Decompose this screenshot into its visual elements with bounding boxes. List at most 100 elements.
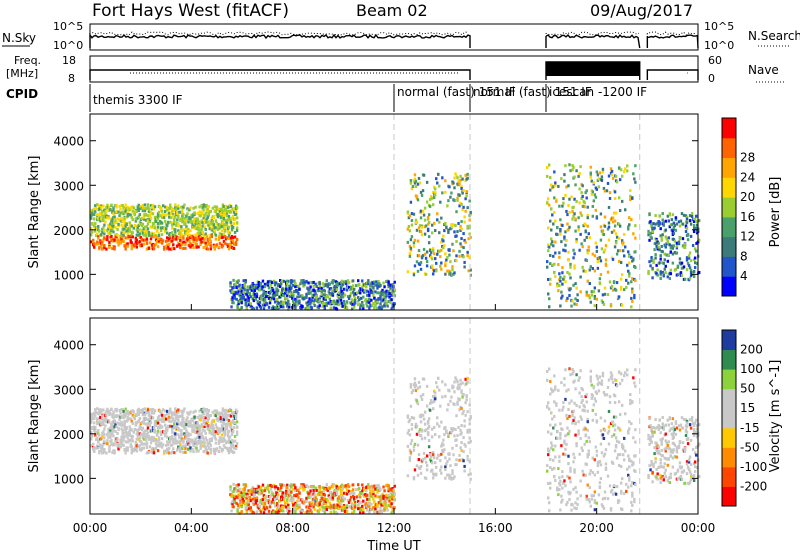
power-cell (649, 220, 652, 224)
power-cell (383, 285, 386, 289)
power-cell (187, 229, 190, 233)
power-cell (563, 275, 566, 279)
velocity-cell (243, 486, 246, 490)
power-cell (229, 236, 233, 240)
velocity-cell (189, 421, 192, 425)
power-cell (599, 273, 603, 277)
velocity-cell (260, 502, 264, 506)
power-cell (335, 307, 339, 311)
power-cell (337, 303, 341, 307)
power-cell (608, 196, 612, 200)
power-cell (117, 222, 120, 226)
velocity-cell (224, 408, 228, 412)
velocity-cell (301, 498, 304, 502)
velocity-cell (132, 430, 135, 434)
power-cell (463, 238, 466, 242)
power-cell (114, 226, 117, 230)
velocity-cell (204, 436, 207, 440)
power-cell (255, 295, 259, 299)
power-cell (664, 228, 667, 232)
power-cell (449, 260, 452, 264)
power-cell (160, 241, 164, 245)
power-cell (414, 179, 418, 183)
power-cell (219, 216, 223, 220)
power-cell (686, 233, 690, 237)
velocity-cell (207, 409, 210, 413)
power-cell (414, 185, 418, 189)
velocity-cell (197, 441, 200, 445)
power-cell (365, 297, 368, 301)
power-cell (440, 240, 443, 244)
velocity-cell (164, 417, 168, 421)
power-cell (379, 284, 382, 288)
power-cell (136, 207, 140, 211)
power-cell (141, 209, 145, 213)
power-cell (623, 170, 626, 174)
velocity-cell (301, 509, 304, 513)
velocity-cell (143, 442, 147, 446)
power-cell (581, 184, 584, 188)
velocity-cell (91, 434, 94, 438)
power-cell (683, 246, 687, 250)
power-cell (662, 261, 665, 265)
power-cell (171, 239, 174, 243)
power-cell (184, 243, 187, 247)
velocity-cell (141, 413, 145, 417)
velocity-cell (332, 510, 336, 514)
power-cell (466, 226, 469, 230)
power-cell (90, 208, 93, 212)
velocity-cell (221, 439, 225, 443)
power-cell (227, 234, 231, 238)
power-cell (450, 191, 453, 195)
velocity-cell (248, 491, 251, 495)
power-cell (208, 235, 211, 239)
power-cell (464, 173, 467, 177)
power-cell (630, 255, 633, 259)
power-cell (693, 261, 697, 265)
power-cell (596, 173, 600, 177)
power-cell (129, 235, 132, 239)
power-cell (413, 264, 417, 268)
velocity-cell (242, 494, 245, 498)
power-cell (116, 233, 119, 237)
power-cell (224, 218, 228, 222)
power-cell (195, 245, 198, 249)
velocity-cell (346, 499, 350, 503)
power-cell (458, 182, 461, 186)
velocity-cell (103, 440, 106, 444)
velocity-cell (219, 416, 223, 420)
velocity-cell (214, 423, 218, 427)
power-cell (466, 254, 469, 258)
power-cell (685, 221, 689, 225)
velocity-cell (173, 441, 176, 445)
power-cell (468, 199, 471, 203)
power-cell (328, 297, 332, 301)
power-cell (275, 303, 279, 307)
velocity-cell (312, 484, 315, 488)
power-cell (325, 279, 328, 283)
power-cell (605, 189, 609, 193)
power-cell (234, 209, 238, 213)
velocity-cell (234, 416, 238, 420)
power-cell (307, 307, 310, 311)
power-cell (214, 226, 218, 230)
power-cell (580, 213, 583, 217)
velocity-cell (167, 443, 170, 447)
velocity-cell (292, 498, 295, 502)
power-cell (232, 222, 236, 226)
power-cell (91, 211, 94, 215)
velocity-cell (187, 424, 190, 428)
power-cell (234, 242, 238, 246)
power-cell (154, 242, 158, 246)
velocity-cell (353, 505, 357, 509)
velocity-cell (188, 443, 191, 447)
power-cell (572, 248, 575, 252)
velocity-cell (361, 504, 364, 508)
power-cell (692, 220, 696, 224)
power-cell (210, 235, 213, 239)
power-cell (390, 307, 393, 311)
velocity-cell (110, 432, 113, 436)
velocity-cell (300, 484, 303, 488)
power-cell (573, 302, 576, 306)
power-cell (675, 251, 679, 255)
